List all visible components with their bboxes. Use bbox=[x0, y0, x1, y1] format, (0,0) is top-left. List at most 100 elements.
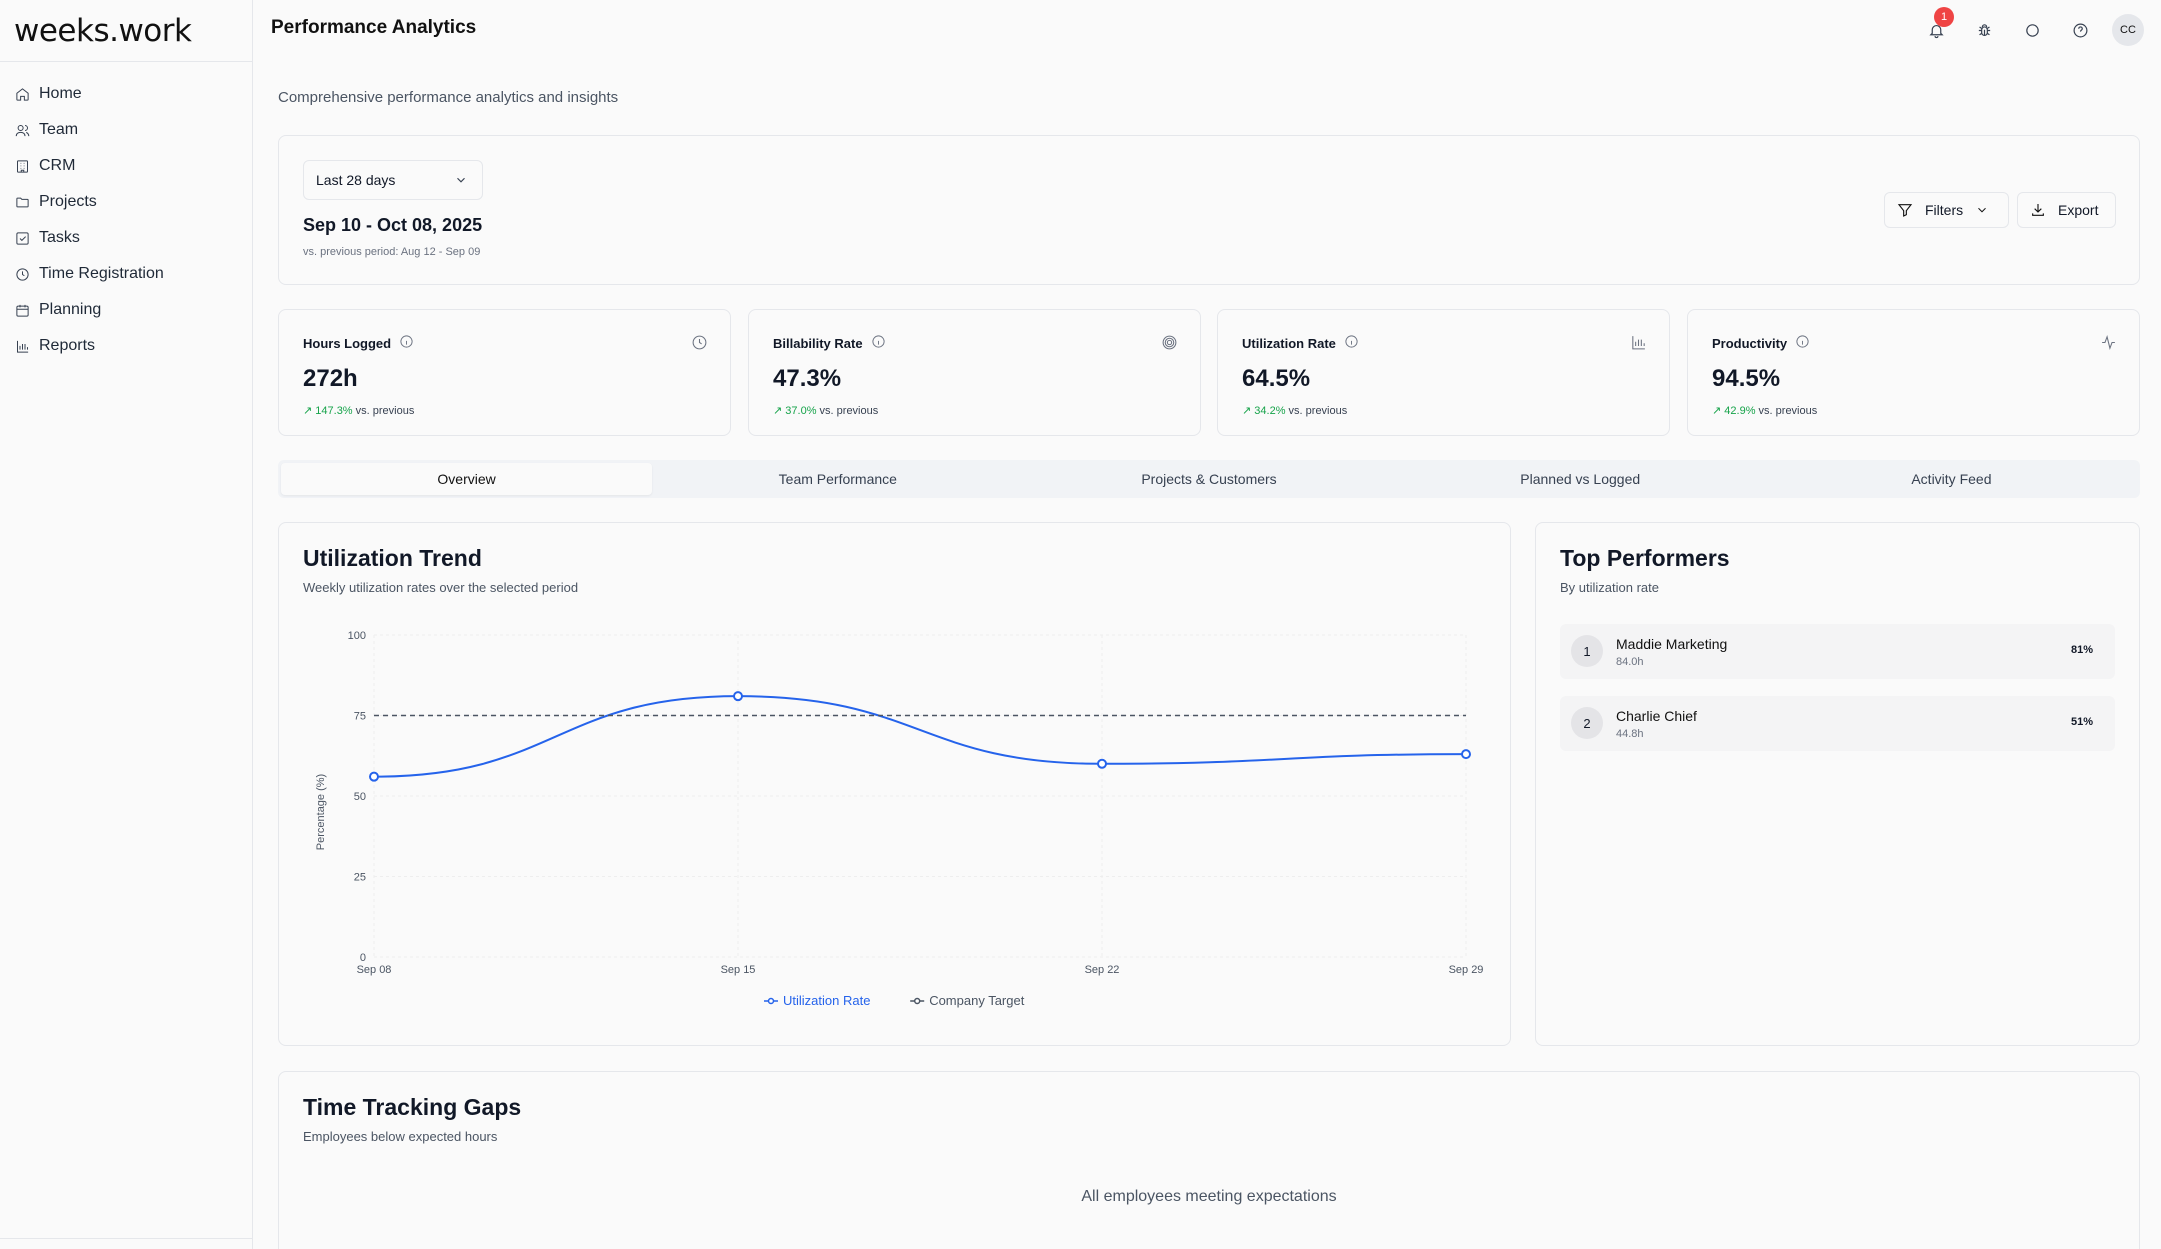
sidebar-item-time-registration[interactable]: Time Registration bbox=[0, 256, 252, 292]
users-icon bbox=[15, 124, 30, 136]
bug-icon bbox=[1978, 23, 1990, 36]
top-performers-subtitle: By utilization rate bbox=[1560, 580, 1659, 595]
kpi-card-billability-rate: Billability Rate 47.3% ↗ 37.0% vs. previ… bbox=[748, 309, 1201, 436]
info-icon[interactable] bbox=[1344, 334, 1359, 352]
sidebar: weeks.work Home Team CRM Projects Tasks … bbox=[0, 0, 253, 1249]
legend-marker bbox=[913, 997, 921, 1005]
kpi-label: Productivity bbox=[1712, 334, 1810, 352]
legend-label: Company Target bbox=[929, 993, 1025, 1008]
help-button[interactable] bbox=[2064, 14, 2096, 46]
utilization-trend-card: Utilization Trend Weekly utilization rat… bbox=[278, 522, 1511, 1046]
sidebar-footer-divider bbox=[0, 1238, 252, 1239]
performer-rank: 2 bbox=[1571, 707, 1603, 739]
utilization-trend-title: Utilization Trend bbox=[303, 545, 482, 571]
sidebar-item-label: Time Registration bbox=[39, 265, 164, 282]
performer-row[interactable]: 2 Charlie Chief 44.8h 51% bbox=[1560, 696, 2115, 751]
sidebar-item-label: Home bbox=[39, 85, 82, 102]
performer-name: Maddie Marketing bbox=[1616, 636, 1728, 652]
target-icon bbox=[1161, 334, 1178, 356]
info-icon[interactable] bbox=[1795, 334, 1810, 352]
sidebar-nav: Home Team CRM Projects Tasks Time Regist… bbox=[0, 62, 252, 364]
period-range: Sep 10 - Oct 08, 2025 bbox=[303, 215, 483, 235]
kpi-delta: ↗ 42.9% vs. previous bbox=[1712, 405, 1818, 417]
kpi-value: 272h bbox=[303, 365, 358, 392]
kpi-card-hours-logged: Hours Logged 272h ↗ 147.3% vs. previous bbox=[278, 309, 731, 436]
utilization-trend-subtitle: Weekly utilization rates over the select… bbox=[303, 580, 579, 595]
kpi-delta: ↗ 34.2% vs. previous bbox=[1242, 405, 1348, 417]
data-point bbox=[1097, 758, 1107, 769]
bar-chart-icon bbox=[1630, 334, 1647, 356]
app-logo[interactable]: weeks.work bbox=[0, 0, 252, 62]
notification-badge: 1 bbox=[1934, 7, 1954, 27]
sidebar-item-label: Tasks bbox=[39, 229, 80, 246]
topbar-actions: 1 CC bbox=[1920, 7, 2144, 46]
x-tick-label: Sep 08 bbox=[357, 964, 392, 976]
folder-icon bbox=[16, 197, 29, 207]
clock-icon bbox=[16, 267, 29, 281]
notifications-button[interactable]: 1 bbox=[1920, 7, 1954, 46]
data-point bbox=[733, 691, 743, 702]
tab-team-performance[interactable]: Team Performance bbox=[778, 471, 897, 487]
y-tick-label: 25 bbox=[354, 872, 366, 884]
sidebar-item-team[interactable]: Team bbox=[0, 112, 252, 148]
time-tracking-gaps-card: Time Tracking Gaps Employees below expec… bbox=[278, 1071, 2140, 1249]
data-point bbox=[1461, 749, 1471, 760]
utilization-line bbox=[373, 695, 1467, 778]
y-tick-label: 0 bbox=[360, 952, 366, 964]
help-icon bbox=[2073, 23, 2087, 37]
x-tick-label: Sep 22 bbox=[1085, 964, 1120, 976]
sidebar-item-tasks[interactable]: Tasks bbox=[0, 220, 252, 256]
chevron-down-icon bbox=[1978, 207, 1986, 213]
performer-row[interactable]: 1 Maddie Marketing 84.0h 81% bbox=[1560, 624, 2115, 679]
sidebar-item-reports[interactable]: Reports bbox=[0, 328, 252, 364]
info-icon[interactable] bbox=[399, 334, 414, 352]
filter-icon bbox=[1897, 204, 1913, 217]
sidebar-item-planning[interactable]: Planning bbox=[0, 292, 252, 328]
legend-marker bbox=[767, 997, 775, 1005]
export-label: Export bbox=[2058, 202, 2099, 218]
tab-planned-vs-logged[interactable]: Planned vs Logged bbox=[1520, 471, 1641, 487]
kpi-card-utilization-rate: Utilization Rate 64.5% ↗ 34.2% vs. previ… bbox=[1217, 309, 1670, 436]
performer-rate: 51% bbox=[2070, 716, 2093, 728]
kpi-label: Billability Rate bbox=[773, 334, 886, 352]
period-select-value: Last 28 days bbox=[316, 172, 396, 188]
sidebar-item-label: Projects bbox=[39, 193, 97, 210]
building-icon bbox=[17, 159, 28, 173]
info-icon[interactable] bbox=[871, 334, 886, 352]
y-tick-label: 100 bbox=[348, 630, 366, 642]
bar-chart-icon bbox=[17, 340, 29, 353]
clock-icon bbox=[691, 334, 708, 356]
filters-button[interactable]: Filters bbox=[1884, 192, 2009, 228]
analytics-tabs: Overview Team Performance Projects & Cus… bbox=[278, 460, 2140, 498]
sidebar-item-home[interactable]: Home bbox=[0, 76, 252, 112]
data-point bbox=[369, 771, 379, 782]
user-avatar[interactable]: CC bbox=[2112, 14, 2144, 46]
trend-up-icon: ↗ bbox=[303, 405, 316, 417]
circle-icon bbox=[2025, 23, 2039, 37]
kpi-delta: ↗ 37.0% vs. previous bbox=[773, 405, 879, 417]
tab-projects-customers[interactable]: Projects & Customers bbox=[1141, 471, 1277, 487]
export-button[interactable]: Export bbox=[2017, 192, 2116, 228]
performer-rank: 1 bbox=[1571, 635, 1603, 667]
trend-up-icon: ↗ bbox=[1242, 405, 1255, 417]
chevron-down-icon bbox=[457, 177, 465, 183]
theme-toggle-button[interactable] bbox=[2016, 14, 2048, 46]
sidebar-item-label: Team bbox=[39, 121, 79, 138]
page-subtitle: Comprehensive performance analytics and … bbox=[278, 89, 619, 106]
kpi-label: Hours Logged bbox=[303, 334, 414, 352]
sidebar-item-projects[interactable]: Projects bbox=[0, 184, 252, 220]
performer-hours: 44.8h bbox=[1616, 728, 1644, 740]
time-tracking-gaps-title: Time Tracking Gaps bbox=[303, 1094, 522, 1120]
sidebar-item-crm[interactable]: CRM bbox=[0, 148, 252, 184]
tab-activity-feed[interactable]: Activity Feed bbox=[1911, 471, 1992, 487]
y-tick-label: 50 bbox=[354, 791, 366, 803]
performer-hours: 84.0h bbox=[1616, 656, 1644, 668]
filters-label: Filters bbox=[1925, 202, 1964, 218]
tab-overview[interactable]: Overview bbox=[281, 463, 653, 495]
bug-report-button[interactable] bbox=[1968, 14, 2000, 46]
gaps-empty-message: All employees meeting expectations bbox=[1081, 1188, 1337, 1205]
utilization-chart: 0 25 50 75 100 Sep 08 Sep 15 Sep 22 Sep 29 Percen… bbox=[315, 630, 1484, 1008]
calendar-icon bbox=[16, 304, 29, 317]
x-tick-label: Sep 29 bbox=[1449, 964, 1484, 976]
period-select[interactable]: Last 28 days bbox=[303, 160, 483, 200]
